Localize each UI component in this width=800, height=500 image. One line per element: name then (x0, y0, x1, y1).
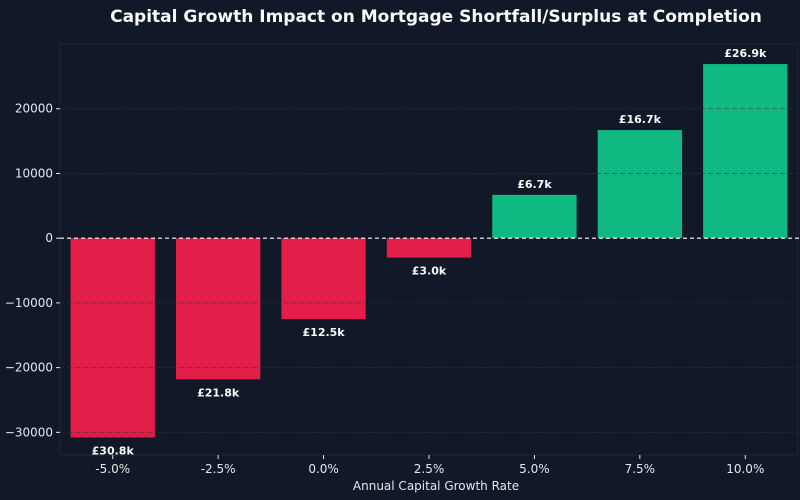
bar (175, 238, 261, 380)
x-tick-label: 2.5% (414, 462, 445, 476)
bars (60, 64, 798, 438)
y-tick-label: −30000 (5, 425, 53, 439)
x-tick-label: -2.5% (201, 462, 236, 476)
data-label: £26.9k (724, 47, 767, 60)
bar (281, 238, 366, 320)
data-label: £12.5k (303, 326, 346, 339)
bar (597, 130, 683, 239)
y-axis: −30000 −20000 −10000 0 10000 20000 (5, 102, 60, 439)
x-tick-label: 0.0% (308, 462, 339, 476)
y-tick-label: 20000 (15, 102, 53, 116)
data-label: £30.8k (92, 445, 135, 458)
x-axis-label: Annual Capital Growth Rate (353, 479, 519, 493)
x-tick-label: 7.5% (625, 462, 656, 476)
chart-title: Capital Growth Impact on Mortgage Shortf… (110, 7, 762, 27)
y-tick-label: 10000 (15, 166, 53, 180)
x-tick-label: 5.0% (519, 462, 550, 476)
y-tick-label: 0 (45, 231, 53, 245)
bar (492, 194, 577, 239)
bar (703, 64, 788, 239)
x-tick-label: 10.0% (726, 462, 764, 476)
data-label: £16.7k (619, 113, 662, 126)
y-tick-label: −20000 (5, 361, 53, 375)
bar (386, 238, 472, 258)
data-label: £3.0k (412, 265, 447, 278)
bar (70, 238, 155, 438)
x-tick-label: -5.0% (95, 462, 130, 476)
y-tick-label: −10000 (5, 296, 53, 310)
data-label: £6.7k (517, 178, 552, 191)
data-labels: £30.8k £21.8k £12.5k £3.0k £6.7k £16.7k £26.9k (92, 47, 767, 457)
data-label: £21.8k (197, 386, 240, 399)
x-axis: -5.0% -2.5% 0.0% 2.5% 5.0% 7.5% 10.0% (95, 455, 764, 476)
